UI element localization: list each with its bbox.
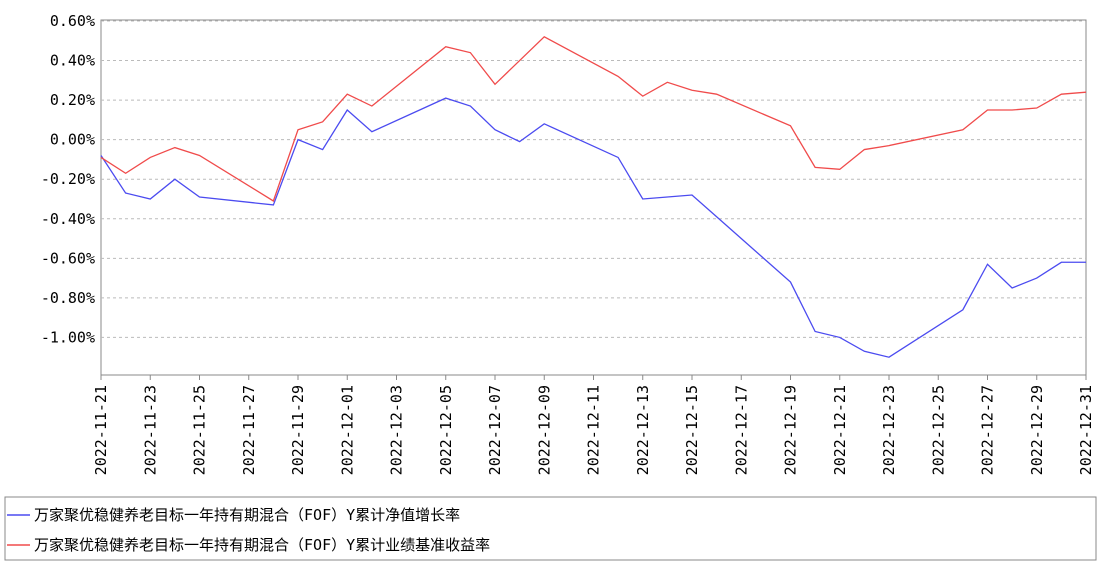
x-tick-label: 2022-12-05 (437, 385, 455, 475)
y-tick-label: -1.00% (41, 328, 95, 346)
x-tick-label: 2022-12-11 (585, 385, 603, 475)
x-tick-label: 2022-12-23 (880, 385, 898, 475)
y-tick-label: -0.80% (41, 289, 95, 307)
x-tick-label: 2022-12-09 (535, 385, 553, 475)
x-tick-label: 2022-11-25 (191, 385, 209, 475)
legend-frame (4, 496, 1097, 561)
y-tick-label: 0.00% (50, 131, 95, 149)
x-tick-label: 2022-12-31 (1077, 385, 1095, 475)
x-tick-label: 2022-12-29 (1028, 385, 1046, 475)
series-line (100, 97, 1086, 358)
y-tick-label: 0.40% (50, 52, 95, 70)
x-tick-label: 2022-12-25 (929, 385, 947, 475)
x-tick-label: 2022-12-19 (782, 385, 800, 475)
x-tick-label: 2022-12-07 (486, 385, 504, 475)
y-tick-label: -0.60% (41, 249, 95, 267)
x-tick-label: 2022-12-27 (979, 385, 997, 475)
x-tick-label: 2022-12-01 (338, 385, 356, 475)
x-tick-label: 2022-11-23 (141, 385, 159, 475)
x-tick-label: 2022-12-21 (831, 385, 849, 475)
x-tick-label: 2022-11-27 (240, 385, 258, 475)
y-tick-label: -0.40% (41, 210, 95, 228)
x-tick-label: 2022-11-21 (92, 385, 110, 475)
y-tick-label: 0.60% (50, 12, 95, 30)
plot-frame (100, 19, 1087, 376)
legend-label: 万家聚优稳健养老目标一年持有期混合（FOF）Y累计净值增长率 (34, 506, 460, 524)
x-tick-label: 2022-12-13 (634, 385, 652, 475)
y-tick-label: 0.20% (50, 91, 95, 109)
x-tick-label: 2022-12-15 (683, 385, 701, 475)
y-tick-label: -0.20% (41, 170, 95, 188)
x-tick-label: 2022-12-03 (388, 385, 406, 475)
series-line (100, 36, 1087, 202)
x-tick-label: 2022-12-17 (732, 385, 750, 475)
legend-label: 万家聚优稳健养老目标一年持有期混合（FOF）Y累计业绩基准收益率 (34, 536, 490, 554)
x-tick-label: 2022-11-29 (289, 385, 307, 475)
